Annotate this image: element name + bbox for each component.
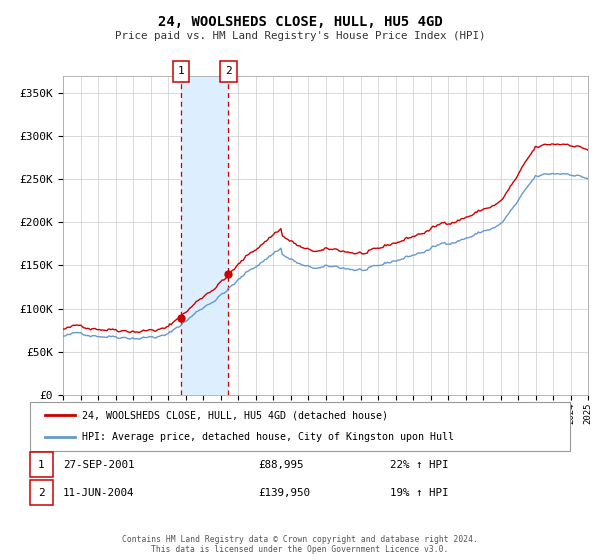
Text: 2: 2 [38,488,45,498]
Text: 2: 2 [225,66,232,76]
Text: 24, WOOLSHEDS CLOSE, HULL, HU5 4GD: 24, WOOLSHEDS CLOSE, HULL, HU5 4GD [158,15,442,29]
Text: Price paid vs. HM Land Registry's House Price Index (HPI): Price paid vs. HM Land Registry's House … [115,31,485,41]
Text: 11-JUN-2004: 11-JUN-2004 [63,488,134,498]
Text: 24, WOOLSHEDS CLOSE, HULL, HU5 4GD (detached house): 24, WOOLSHEDS CLOSE, HULL, HU5 4GD (deta… [82,410,388,421]
Text: Contains HM Land Registry data © Crown copyright and database right 2024.: Contains HM Land Registry data © Crown c… [122,535,478,544]
Text: 1: 1 [178,66,184,76]
Text: £139,950: £139,950 [258,488,310,498]
Text: 1: 1 [38,460,45,470]
Text: 27-SEP-2001: 27-SEP-2001 [63,460,134,470]
Text: 22% ↑ HPI: 22% ↑ HPI [390,460,449,470]
Text: 19% ↑ HPI: 19% ↑ HPI [390,488,449,498]
Bar [181,76,228,395]
Text: £88,995: £88,995 [258,460,304,470]
Text: This data is licensed under the Open Government Licence v3.0.: This data is licensed under the Open Gov… [151,545,449,554]
Text: HPI: Average price, detached house, City of Kingston upon Hull: HPI: Average price, detached house, City… [82,432,454,442]
